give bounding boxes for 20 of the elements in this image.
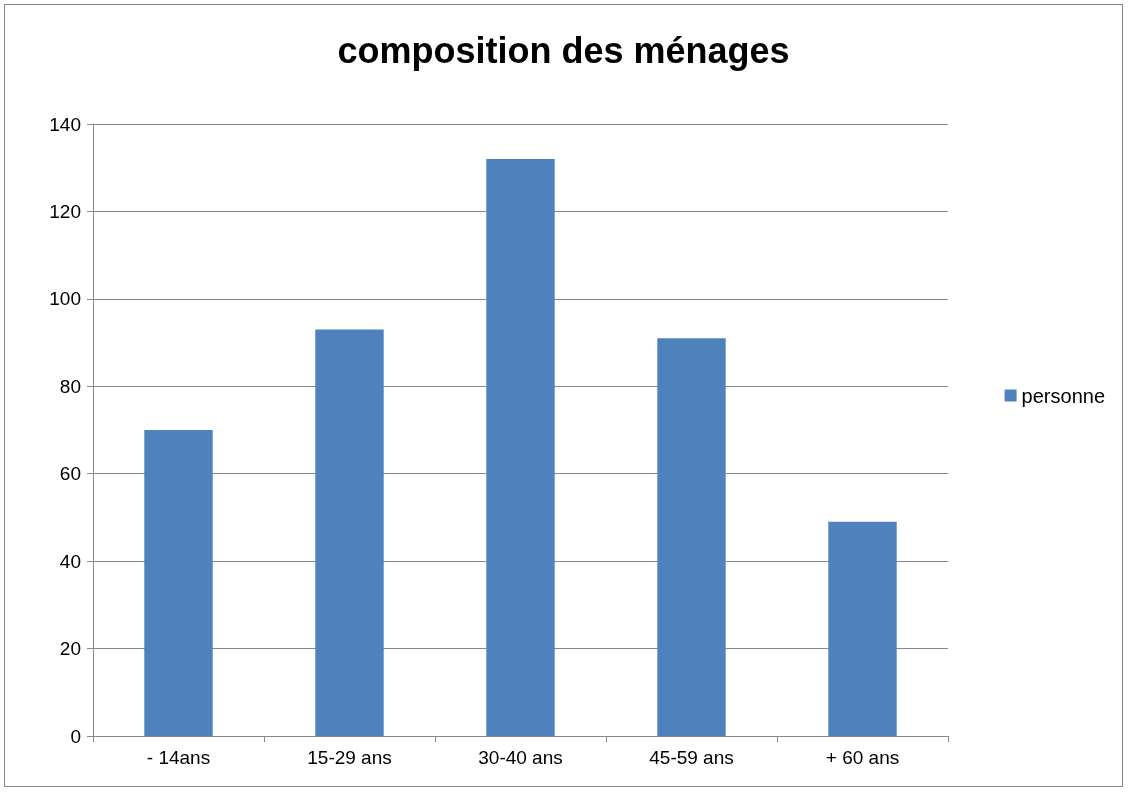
x-tick-label: - 14ans — [146, 747, 211, 768]
y-tick-label: 60 — [59, 463, 81, 485]
x-tick-label: 45-59 ans — [649, 747, 734, 768]
bar — [828, 521, 897, 736]
y-tick-label: 0 — [70, 725, 81, 747]
chart-title: composition des ménages — [337, 29, 790, 71]
bar — [144, 430, 213, 736]
y-tick-label: 20 — [59, 638, 81, 660]
y-tick-label: 140 — [49, 113, 81, 135]
bar — [486, 158, 555, 736]
bar — [657, 338, 726, 736]
y-tick-label: 120 — [49, 200, 81, 222]
x-tick-label: 15-29 ans — [307, 747, 392, 768]
legend-label: personne — [1021, 384, 1106, 407]
x-tick-label: 30-40 ans — [478, 747, 563, 768]
bar — [315, 329, 384, 736]
x-tick-label: + 60 ans — [825, 747, 900, 768]
y-tick-label: 80 — [59, 375, 81, 397]
y-tick-label: 100 — [49, 288, 81, 310]
y-tick-label: 40 — [59, 550, 81, 572]
